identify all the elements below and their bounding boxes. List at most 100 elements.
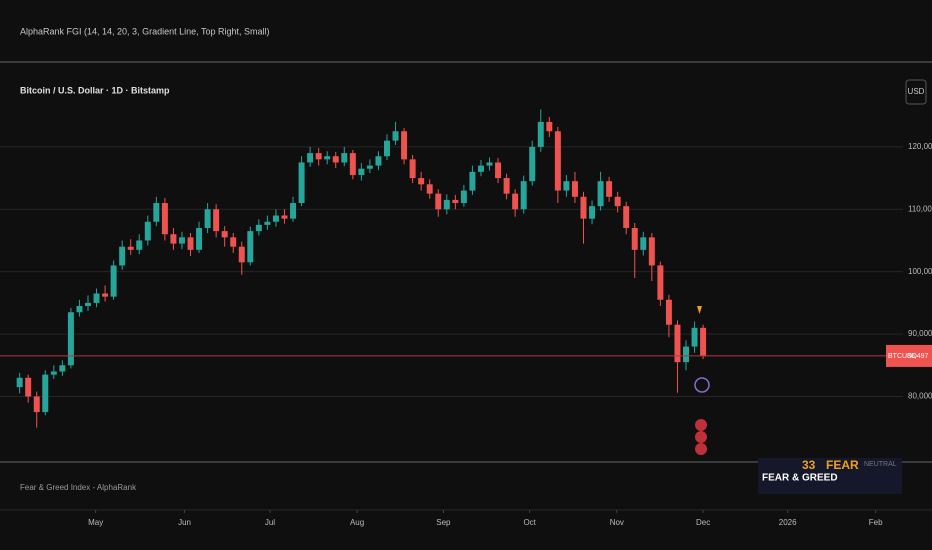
candle-body (520, 181, 527, 210)
candle-body (324, 156, 331, 160)
candle-body (178, 237, 185, 244)
currency[interactable]: USD (908, 87, 925, 96)
candle-body (512, 193, 519, 210)
candle-body (153, 203, 160, 222)
price-label: 86,497 (907, 353, 929, 360)
candle-body (435, 193, 442, 210)
candle-body (683, 346, 689, 363)
candle-body (623, 206, 630, 228)
candle-body (597, 181, 604, 207)
chart-title: Bitcoin / U.S. Dollar · 1D · Bitstamp (20, 85, 170, 95)
candle-body (238, 246, 245, 263)
candle-body (16, 377, 23, 388)
candle-body (204, 209, 211, 228)
candle-body (67, 312, 74, 366)
fgi-badge (758, 458, 902, 494)
y-tick-label: 100,000 (908, 267, 932, 276)
candle-body (136, 240, 143, 250)
candle-body (648, 237, 655, 266)
badge-value: 33 (802, 458, 816, 472)
candle-body (93, 293, 100, 303)
candle-body (418, 178, 425, 185)
y-tick-label: 110,000 (908, 204, 932, 213)
candle-body (614, 196, 621, 207)
candle-body (341, 153, 348, 163)
candle-body (144, 221, 151, 241)
candle-body (255, 224, 262, 232)
indicator-label: AlphaRank FGI (14, 14, 20, 3, Gradient L… (20, 26, 269, 36)
candle-body (674, 324, 681, 363)
x-tick-label: May (88, 518, 103, 527)
candle-body (537, 121, 544, 147)
candle-body (477, 165, 484, 172)
candle-body (426, 184, 433, 194)
candle-body (366, 165, 373, 169)
candle-body (332, 156, 339, 163)
candle-body (59, 365, 66, 372)
candle-body (272, 215, 279, 222)
badge-state: FEAR (826, 458, 859, 472)
x-tick-label: Jul (265, 518, 275, 527)
candle-body (495, 162, 502, 179)
y-tick-label: 90,000 (908, 329, 932, 338)
candle-body (469, 171, 476, 191)
currency-button[interactable] (905, 79, 927, 105)
candle-body (580, 196, 587, 219)
candle-body (213, 209, 220, 232)
candle-body (640, 237, 647, 250)
candle-body (401, 131, 408, 160)
candle-body (563, 181, 570, 191)
candle-body (589, 206, 596, 219)
x-tick-label: Feb (869, 518, 883, 527)
candle-body (315, 153, 322, 160)
x-tick-label: Dec (696, 518, 710, 527)
candle-body (25, 377, 32, 397)
candle-body (33, 396, 40, 413)
candle-body (170, 234, 177, 244)
candle-body (247, 231, 254, 263)
candle-body (187, 237, 194, 250)
candle-body (554, 131, 561, 191)
x-tick-label: Nov (610, 518, 624, 527)
candle-body (349, 153, 356, 175)
candle-body (119, 246, 126, 266)
candle-body (358, 168, 365, 175)
candle-body (443, 199, 450, 210)
badge-title: FEAR & GREED (762, 473, 838, 484)
candle-body (691, 327, 698, 347)
candle-body (110, 265, 117, 297)
candle-body (631, 227, 638, 250)
x-tick-label: Oct (523, 518, 536, 527)
candle-body (452, 199, 459, 204)
signal-marker (697, 306, 702, 314)
candle-body (298, 162, 305, 204)
pane-label: Fear & Greed Index - AlphaRank (20, 483, 137, 492)
x-tick-label: 2026 (779, 518, 797, 527)
candle-body (665, 299, 672, 325)
candle-body (606, 181, 613, 197)
candle-body (392, 131, 399, 141)
candle-body (85, 302, 91, 306)
badge-note: NEUTRAL (864, 461, 897, 468)
y-tick-label: 120,000 (908, 142, 932, 151)
candle-body (76, 305, 83, 313)
event-icon (694, 377, 710, 393)
candle-body (307, 153, 314, 163)
event-icon (695, 443, 707, 455)
candle-body (486, 162, 493, 166)
candle-body (375, 156, 382, 166)
event-icon (695, 431, 707, 443)
candle-body (50, 371, 57, 375)
candle-body (571, 181, 578, 197)
candle-body (460, 190, 467, 204)
price-symbol: BTCUSD (888, 353, 917, 360)
y-tick-label: 80,000 (908, 392, 932, 401)
candle-body (503, 178, 510, 194)
candle-body (546, 121, 553, 132)
candle-body (409, 159, 416, 179)
event-icon (695, 419, 707, 431)
candle-body (102, 293, 109, 297)
candle-body (230, 237, 237, 247)
candle-body (700, 327, 707, 356)
